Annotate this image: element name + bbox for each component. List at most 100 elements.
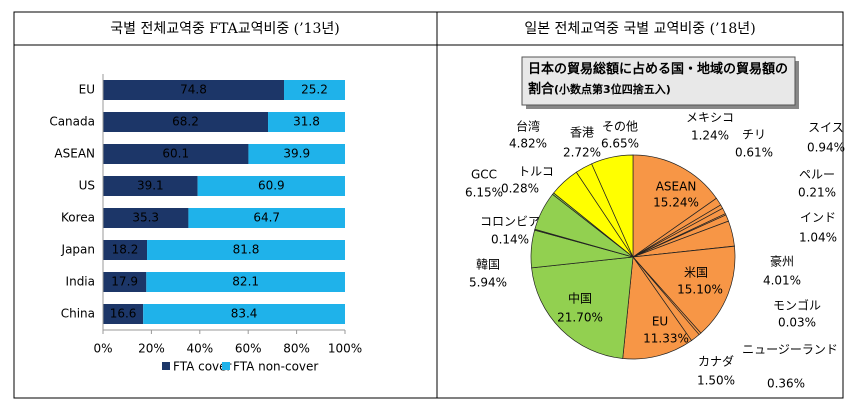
slice-value-label: 11.33% <box>643 332 689 346</box>
slice-value-label: 1.04% <box>799 231 837 245</box>
pie-slice <box>531 256 634 359</box>
x-tick-label: 100% <box>328 342 362 356</box>
legend-label: FTA cover <box>173 360 232 374</box>
slice-label: トルコ <box>518 165 554 179</box>
bar-segment <box>248 144 345 164</box>
bar-segment <box>103 80 285 100</box>
pie-slice <box>622 256 693 360</box>
slice-value-label: 4.01% <box>763 274 801 288</box>
bar-value-label: 25.2 <box>301 83 328 97</box>
legend-swatch <box>222 362 230 370</box>
slice-label: 台湾 <box>516 119 540 134</box>
slice-label: カナダ <box>698 354 734 369</box>
title-text: 日本の貿易総額に占める国・地域の貿易額の割合 <box>528 62 789 97</box>
bar-value-label: 74.8 <box>180 83 207 97</box>
slice-value-label: 1.50% <box>697 374 735 388</box>
bar-value-label: 82.1 <box>232 275 259 289</box>
y-tick-label: China <box>61 307 95 321</box>
slice-label: モンゴル <box>773 298 821 313</box>
bar-value-label: 60.9 <box>258 179 285 193</box>
y-tick-label: Korea <box>61 211 95 225</box>
y-tick-label: US <box>79 179 95 193</box>
slice-value-label: 0.03% <box>778 316 816 330</box>
slice-value-label: 0.14% <box>491 233 529 247</box>
bar-segment <box>103 144 249 164</box>
bar-value-label: 68.2 <box>172 115 199 129</box>
bar-segment <box>103 272 147 292</box>
slice-value-label: 4.82% <box>509 137 547 151</box>
slice-label: スイス <box>808 121 844 135</box>
x-tick-label: 80% <box>283 342 310 356</box>
pie-slice <box>632 245 736 334</box>
bar-value-label: 18.2 <box>112 243 139 257</box>
y-tick-label: ASEAN <box>54 147 95 161</box>
bar-value-label: 35.3 <box>132 211 159 225</box>
cell-heading: 국별 전체교역중 FTA교역비중 (’13년) <box>110 21 340 37</box>
bar-value-label: 64.7 <box>253 211 280 225</box>
legend-label: FTA non-cover <box>233 360 318 374</box>
pie-slice <box>632 154 717 258</box>
bar-segment <box>268 112 345 132</box>
pie-slice <box>591 154 634 258</box>
slice-label: 韓国 <box>476 258 500 272</box>
slice-label: 豪州 <box>770 254 794 269</box>
pie-title: 日本の貿易総額に占める国・地域の貿易額の割合(小数点第3位四捨五入) <box>528 60 793 100</box>
slice-label: ASEAN <box>656 180 697 194</box>
slice-value-label: 6.15% <box>465 186 503 200</box>
slice-label: 香港 <box>570 126 594 140</box>
title-wrap: 日本の貿易総額に占める国・地域の貿易額の割合(小数点第3位四捨五入) <box>528 60 793 100</box>
slice-value-label: 5.94% <box>469 276 507 290</box>
bar-segment <box>147 240 345 260</box>
slice-value-label: 0.21% <box>798 186 836 200</box>
y-tick-label: Canada <box>49 115 95 129</box>
slice-value-label: 0.94% <box>807 141 845 155</box>
slice-value-label: 0.36% <box>767 377 805 391</box>
slice-value-label: 6.65% <box>601 137 639 151</box>
y-tick-label: EU <box>79 83 95 97</box>
slice-label: インド <box>800 211 836 225</box>
bar-segment <box>103 208 189 228</box>
bar-segment <box>103 176 198 196</box>
x-tick-label: 20% <box>138 342 165 356</box>
title-box <box>521 56 796 106</box>
x-tick-label: 40% <box>186 342 213 356</box>
bar-value-label: 39.1 <box>137 179 164 193</box>
slice-value-label: 15.10% <box>677 283 723 297</box>
bar-value-label: 17.9 <box>111 275 138 289</box>
slice-label: GCC <box>471 168 497 182</box>
table-border <box>13 11 844 399</box>
slice-label: 米国 <box>684 266 708 280</box>
slice-value-label: 2.72% <box>563 146 601 160</box>
bar-value-label: 81.8 <box>233 243 260 257</box>
slice-label: メキシコ <box>686 111 734 125</box>
bar-segment <box>197 176 345 196</box>
bar-segment <box>143 304 345 324</box>
y-tick-label: India <box>66 275 95 289</box>
bar-value-label: 60.1 <box>162 147 189 161</box>
bar-segment <box>103 304 144 324</box>
slice-label: ペルー <box>799 168 835 182</box>
slice-value-label: 21.70% <box>557 311 603 325</box>
bar-value-label: 16.6 <box>110 307 137 321</box>
slice-value-label: 0.28% <box>501 182 539 196</box>
slice-value-label: 0.61% <box>735 146 773 160</box>
x-tick-label: 60% <box>235 342 262 356</box>
bar-segment <box>146 272 345 292</box>
slice-label: 中国 <box>568 291 592 306</box>
slice-value-label: 15.24% <box>653 196 699 210</box>
bar-value-label: 31.8 <box>293 115 320 129</box>
slice-label: コロンビア <box>480 215 540 229</box>
slice-label: チリ <box>742 128 766 142</box>
bar-segment <box>103 240 148 260</box>
bar-value-label: 83.4 <box>231 307 258 321</box>
cell-heading: 일본 전체교역중 국별 교역비중 (’18년) <box>524 21 755 37</box>
bar-segment <box>188 208 345 228</box>
slice-value-label: 1.24% <box>691 129 729 143</box>
bar-segment <box>284 80 345 100</box>
bar-value-label: 39.9 <box>283 147 310 161</box>
y-tick-label: Japan <box>61 243 95 257</box>
slice-label: EU <box>652 315 668 329</box>
legend-swatch <box>162 362 170 370</box>
bar-segment <box>103 112 269 132</box>
